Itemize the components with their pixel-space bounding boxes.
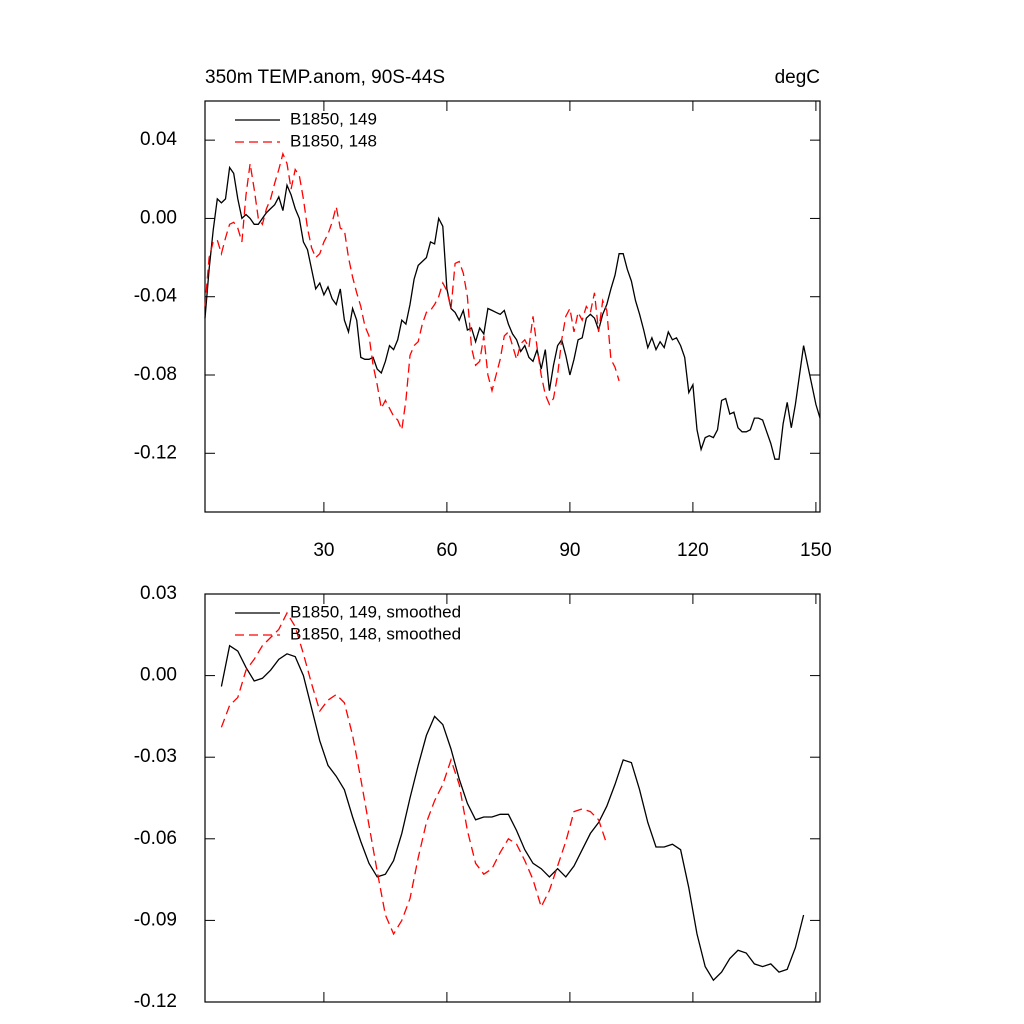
x-tick-label: 30	[313, 540, 334, 561]
x-tick-label: 150	[800, 540, 832, 561]
legend-label: B1850, 149, smoothed	[290, 602, 461, 621]
x-tick-label: 60	[436, 540, 457, 561]
y-tick-label: -0.08	[134, 364, 177, 385]
data-line	[220, 611, 608, 936]
y-tick-label: -0.09	[134, 909, 177, 930]
y-tick-label: 0.04	[140, 129, 177, 150]
y-tick-label: -0.12	[134, 442, 177, 463]
x-tick-label: 90	[559, 540, 580, 561]
legend-label: B1850, 148	[290, 131, 377, 150]
legend-label: B1850, 149	[290, 109, 377, 128]
data-line	[220, 644, 805, 982]
y-tick-label: 0.00	[140, 207, 177, 228]
legend-label: B1850, 148, smoothed	[290, 624, 461, 643]
y-tick-label: -0.03	[134, 746, 177, 767]
data-line	[204, 151, 620, 433]
y-tick-label: -0.04	[134, 286, 178, 307]
data-line	[204, 165, 821, 460]
plot-frame	[204, 593, 821, 1003]
y-tick-label: 0.03	[140, 583, 177, 604]
y-tick-label: -0.06	[134, 828, 177, 849]
y-tick-label: 0.00	[140, 665, 177, 686]
units-label: degC	[775, 67, 820, 88]
y-tick-label: -0.12	[134, 991, 177, 1012]
x-tick-label: 120	[677, 540, 709, 561]
chart-title: 350m TEMP.anom, 90S-44S	[205, 67, 445, 88]
